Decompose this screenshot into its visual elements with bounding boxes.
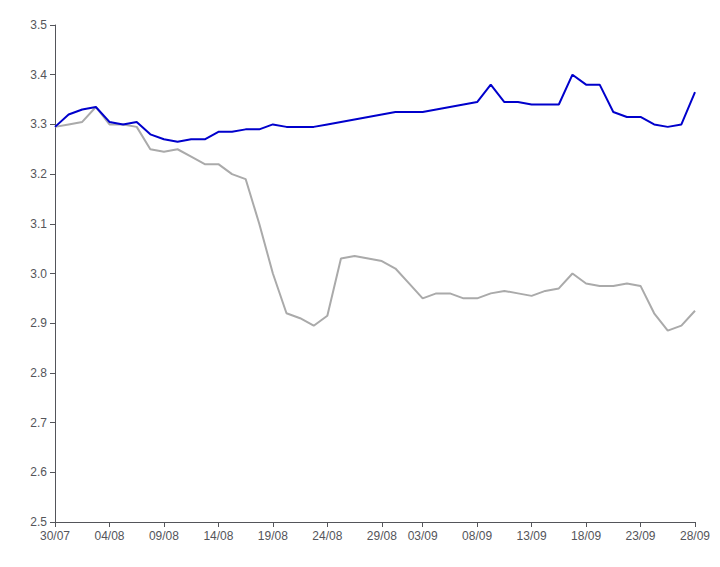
svg-text:3.4: 3.4 [30, 68, 47, 82]
svg-text:3.2: 3.2 [30, 167, 47, 181]
svg-text:3.0: 3.0 [30, 267, 47, 281]
svg-text:3.1: 3.1 [30, 217, 47, 231]
svg-text:3.5: 3.5 [30, 18, 47, 32]
svg-text:2.7: 2.7 [30, 416, 47, 430]
svg-text:2.9: 2.9 [30, 316, 47, 330]
svg-text:14/08: 14/08 [203, 529, 233, 543]
svg-text:3.3: 3.3 [30, 117, 47, 131]
svg-text:30/07: 30/07 [40, 529, 70, 543]
svg-text:29/08: 29/08 [367, 529, 397, 543]
svg-text:24/08: 24/08 [312, 529, 342, 543]
svg-text:13/09: 13/09 [517, 529, 547, 543]
svg-text:03/09: 03/09 [408, 529, 438, 543]
svg-text:19/08: 19/08 [258, 529, 288, 543]
svg-text:2.5: 2.5 [30, 515, 47, 529]
svg-text:04/08: 04/08 [94, 529, 124, 543]
svg-text:08/09: 08/09 [462, 529, 492, 543]
svg-text:18/09: 18/09 [571, 529, 601, 543]
svg-text:28/09: 28/09 [680, 529, 710, 543]
svg-text:23/09: 23/09 [626, 529, 656, 543]
svg-text:2.8: 2.8 [30, 366, 47, 380]
svg-text:09/08: 09/08 [149, 529, 179, 543]
svg-text:2.6: 2.6 [30, 465, 47, 479]
